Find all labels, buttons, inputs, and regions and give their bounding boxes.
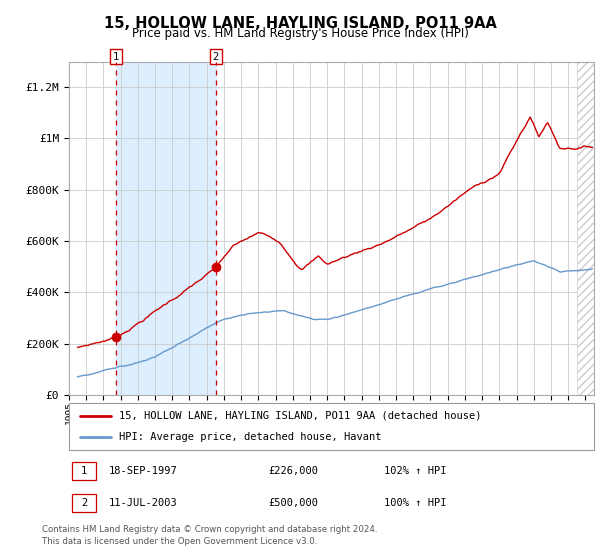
Text: 1: 1	[113, 52, 119, 62]
Text: 15, HOLLOW LANE, HAYLING ISLAND, PO11 9AA (detached house): 15, HOLLOW LANE, HAYLING ISLAND, PO11 9A…	[119, 410, 481, 421]
Text: HPI: Average price, detached house, Havant: HPI: Average price, detached house, Hava…	[119, 432, 382, 442]
Text: 15, HOLLOW LANE, HAYLING ISLAND, PO11 9AA: 15, HOLLOW LANE, HAYLING ISLAND, PO11 9A…	[104, 16, 496, 31]
Text: 18-SEP-1997: 18-SEP-1997	[109, 465, 177, 475]
FancyBboxPatch shape	[71, 494, 96, 512]
FancyBboxPatch shape	[69, 403, 594, 450]
Text: 2: 2	[81, 498, 87, 508]
Bar	[116, 62, 216, 395]
FancyBboxPatch shape	[71, 461, 96, 479]
Text: 102% ↑ HPI: 102% ↑ HPI	[384, 465, 446, 475]
Text: 2: 2	[213, 52, 219, 62]
Text: 11-JUL-2003: 11-JUL-2003	[109, 498, 177, 508]
Text: £226,000: £226,000	[269, 465, 319, 475]
Text: 100% ↑ HPI: 100% ↑ HPI	[384, 498, 446, 508]
Text: Price paid vs. HM Land Registry's House Price Index (HPI): Price paid vs. HM Land Registry's House …	[131, 27, 469, 40]
Text: £500,000: £500,000	[269, 498, 319, 508]
Text: 1: 1	[81, 465, 87, 475]
Text: Contains HM Land Registry data © Crown copyright and database right 2024.
This d: Contains HM Land Registry data © Crown c…	[42, 525, 377, 546]
Bar	[577, 62, 594, 395]
